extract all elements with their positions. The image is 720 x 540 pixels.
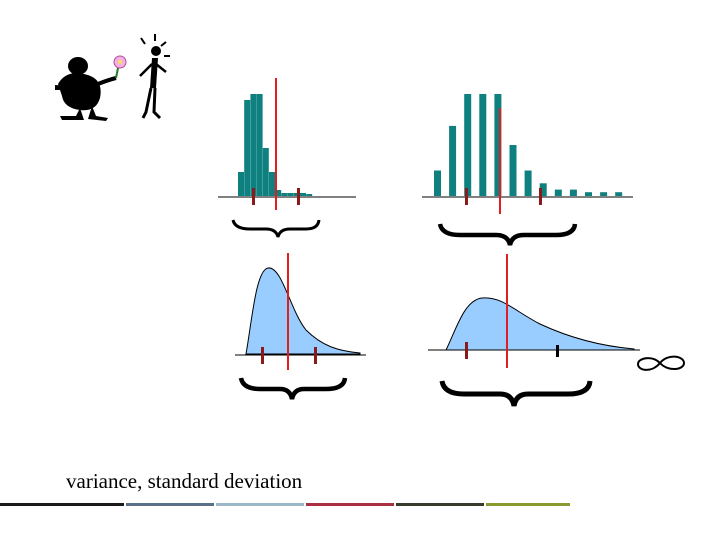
histogram-2-bar <box>600 192 608 196</box>
footer-bar-1 <box>0 503 124 506</box>
caption-text: variance, standard deviation <box>66 469 303 493</box>
histogram-2-sd-tick-left <box>465 188 468 205</box>
density-2-sd-tick-right <box>556 345 559 357</box>
histogram-1-bar <box>306 194 313 196</box>
histogram-2-bar <box>615 192 623 196</box>
footer-bar-5 <box>396 503 484 506</box>
histogram-1-bar <box>281 193 288 196</box>
footer-bar-3 <box>216 503 304 506</box>
histogram-2-bar <box>464 94 472 196</box>
density-1-spread-brace <box>238 377 348 400</box>
histogram-1-bar <box>269 172 275 196</box>
histogram-2-bar <box>539 183 547 197</box>
histogram-2-bar <box>554 189 562 196</box>
histogram-1-bar <box>287 193 294 196</box>
infinity-symbol-icon <box>636 355 686 371</box>
histogram-1-sd-tick-right <box>297 188 300 205</box>
histogram-1-bar <box>256 94 263 196</box>
histogram-1-bar <box>250 94 257 196</box>
density-1-sd-tick-left <box>261 347 264 364</box>
histogram-1-bar <box>300 193 306 196</box>
wide-histogram <box>434 94 623 197</box>
histogram-1-bar <box>238 172 244 196</box>
density-curve-2 <box>445 297 635 351</box>
histogram-2-spread-brace <box>437 223 578 246</box>
histogram-1-bar <box>293 193 300 196</box>
density-2-sd-tick-left <box>465 342 468 359</box>
footer-bar-6 <box>486 503 570 506</box>
histogram-2-bar <box>449 125 457 196</box>
histogram-2-bar <box>524 170 532 196</box>
histogram-2-sd-tick-right <box>539 188 542 205</box>
narrow-histogram <box>238 94 313 196</box>
histogram-2-bar <box>585 192 592 196</box>
histogram-2-bar <box>434 170 441 196</box>
density-2-spread-brace <box>439 380 593 407</box>
histogram-2-bar <box>509 145 517 196</box>
histogram-2-bar <box>479 94 487 196</box>
histogram-1-bar <box>262 148 269 196</box>
person-offering-flower-icon <box>55 55 127 121</box>
histogram-1-spread-brace <box>231 219 321 238</box>
histogram-1-bar <box>244 100 251 196</box>
histogram-2-bar <box>494 94 502 196</box>
footer-bar-2 <box>126 503 214 506</box>
surprised-person-icon <box>139 34 170 120</box>
density-1-sd-tick-right <box>314 347 317 364</box>
histogram-2-bar <box>569 189 577 196</box>
histogram-1-sd-tick-left <box>252 188 255 205</box>
footer-bar-4 <box>306 503 394 506</box>
histogram-1-bar <box>275 190 282 196</box>
density-curve-1 <box>245 267 361 355</box>
